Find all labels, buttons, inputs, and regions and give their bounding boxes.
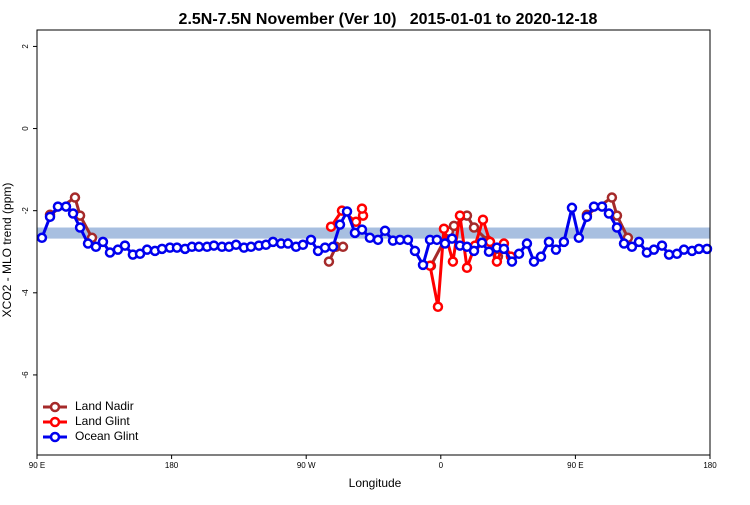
point	[267, 236, 279, 248]
point	[476, 237, 488, 248]
point	[468, 222, 480, 233]
point	[44, 211, 56, 223]
point	[334, 219, 346, 230]
y-tick-label: 0	[21, 126, 30, 131]
x-tick-label: 180	[703, 461, 717, 470]
point	[245, 241, 257, 253]
point	[566, 202, 578, 214]
legend-label: Ocean Glint	[75, 429, 139, 443]
x-tick-label: 180	[165, 461, 179, 470]
point	[36, 232, 48, 244]
point	[417, 259, 429, 271]
point	[506, 256, 518, 267]
point	[402, 234, 414, 246]
point	[305, 234, 317, 246]
point	[356, 224, 368, 235]
point	[483, 246, 495, 257]
point	[535, 251, 547, 262]
point	[438, 223, 450, 234]
point	[60, 201, 72, 212]
point	[69, 192, 81, 203]
y-tick-label: 2	[21, 44, 30, 49]
point	[356, 203, 368, 214]
plot-frame	[36, 29, 711, 456]
point	[491, 256, 503, 267]
point	[468, 245, 480, 257]
point	[297, 239, 309, 251]
legend-marker	[49, 401, 61, 413]
point	[193, 241, 205, 253]
point	[656, 240, 668, 251]
point	[701, 243, 713, 255]
point	[432, 301, 444, 313]
point	[208, 240, 220, 251]
x-axis-label: Longitude	[349, 476, 402, 490]
y-tick-label: -2	[21, 207, 30, 215]
point	[606, 192, 618, 203]
point	[141, 244, 153, 255]
point	[156, 243, 168, 255]
point	[372, 234, 384, 246]
point	[528, 256, 540, 267]
point	[74, 222, 86, 233]
point	[119, 240, 131, 251]
plot-area	[36, 192, 713, 313]
point	[603, 208, 615, 219]
point	[327, 241, 339, 253]
x-tick-label: 90 E	[567, 461, 583, 470]
point	[446, 233, 458, 244]
point	[596, 201, 608, 212]
point	[611, 210, 623, 221]
point	[323, 256, 335, 267]
point	[588, 201, 600, 212]
point	[52, 201, 64, 212]
point	[379, 225, 391, 237]
point	[454, 210, 466, 221]
legend-marker	[49, 416, 61, 428]
point	[67, 208, 79, 219]
point	[558, 236, 570, 248]
point	[611, 222, 623, 233]
point	[431, 234, 443, 246]
point	[543, 236, 555, 248]
point	[364, 232, 376, 244]
point	[513, 248, 525, 260]
chart-title: 2.5N-7.5N November (Ver 10) 2015-01-01 t…	[179, 11, 598, 28]
point	[678, 244, 690, 255]
y-tick-label: -4	[21, 289, 30, 297]
point	[439, 238, 451, 249]
y-tick-label: -6	[21, 371, 30, 379]
legend-marker	[49, 431, 61, 443]
point	[573, 232, 585, 244]
point	[477, 214, 489, 225]
point	[171, 242, 183, 253]
point	[581, 211, 593, 223]
x-tick-label: 90 E	[29, 461, 45, 470]
legend-label: Land Nadir	[75, 399, 134, 413]
point	[648, 244, 660, 255]
y-axis-label: XCO2 - MLO trend (ppm)	[0, 183, 14, 318]
point	[461, 262, 473, 274]
reference-band	[37, 227, 710, 239]
point	[693, 243, 705, 255]
legend-label: Land Glint	[75, 414, 130, 428]
point	[90, 241, 102, 253]
point	[409, 245, 421, 257]
point	[447, 256, 459, 267]
point	[550, 244, 562, 255]
point	[337, 241, 349, 253]
x-tick-label: 0	[439, 461, 444, 470]
x-tick-label: 90 W	[297, 461, 316, 470]
point	[341, 206, 353, 217]
point	[325, 221, 337, 232]
point	[282, 238, 294, 249]
point	[498, 243, 510, 255]
point	[521, 238, 533, 249]
point	[633, 236, 645, 248]
point	[97, 236, 109, 248]
point	[626, 241, 638, 253]
